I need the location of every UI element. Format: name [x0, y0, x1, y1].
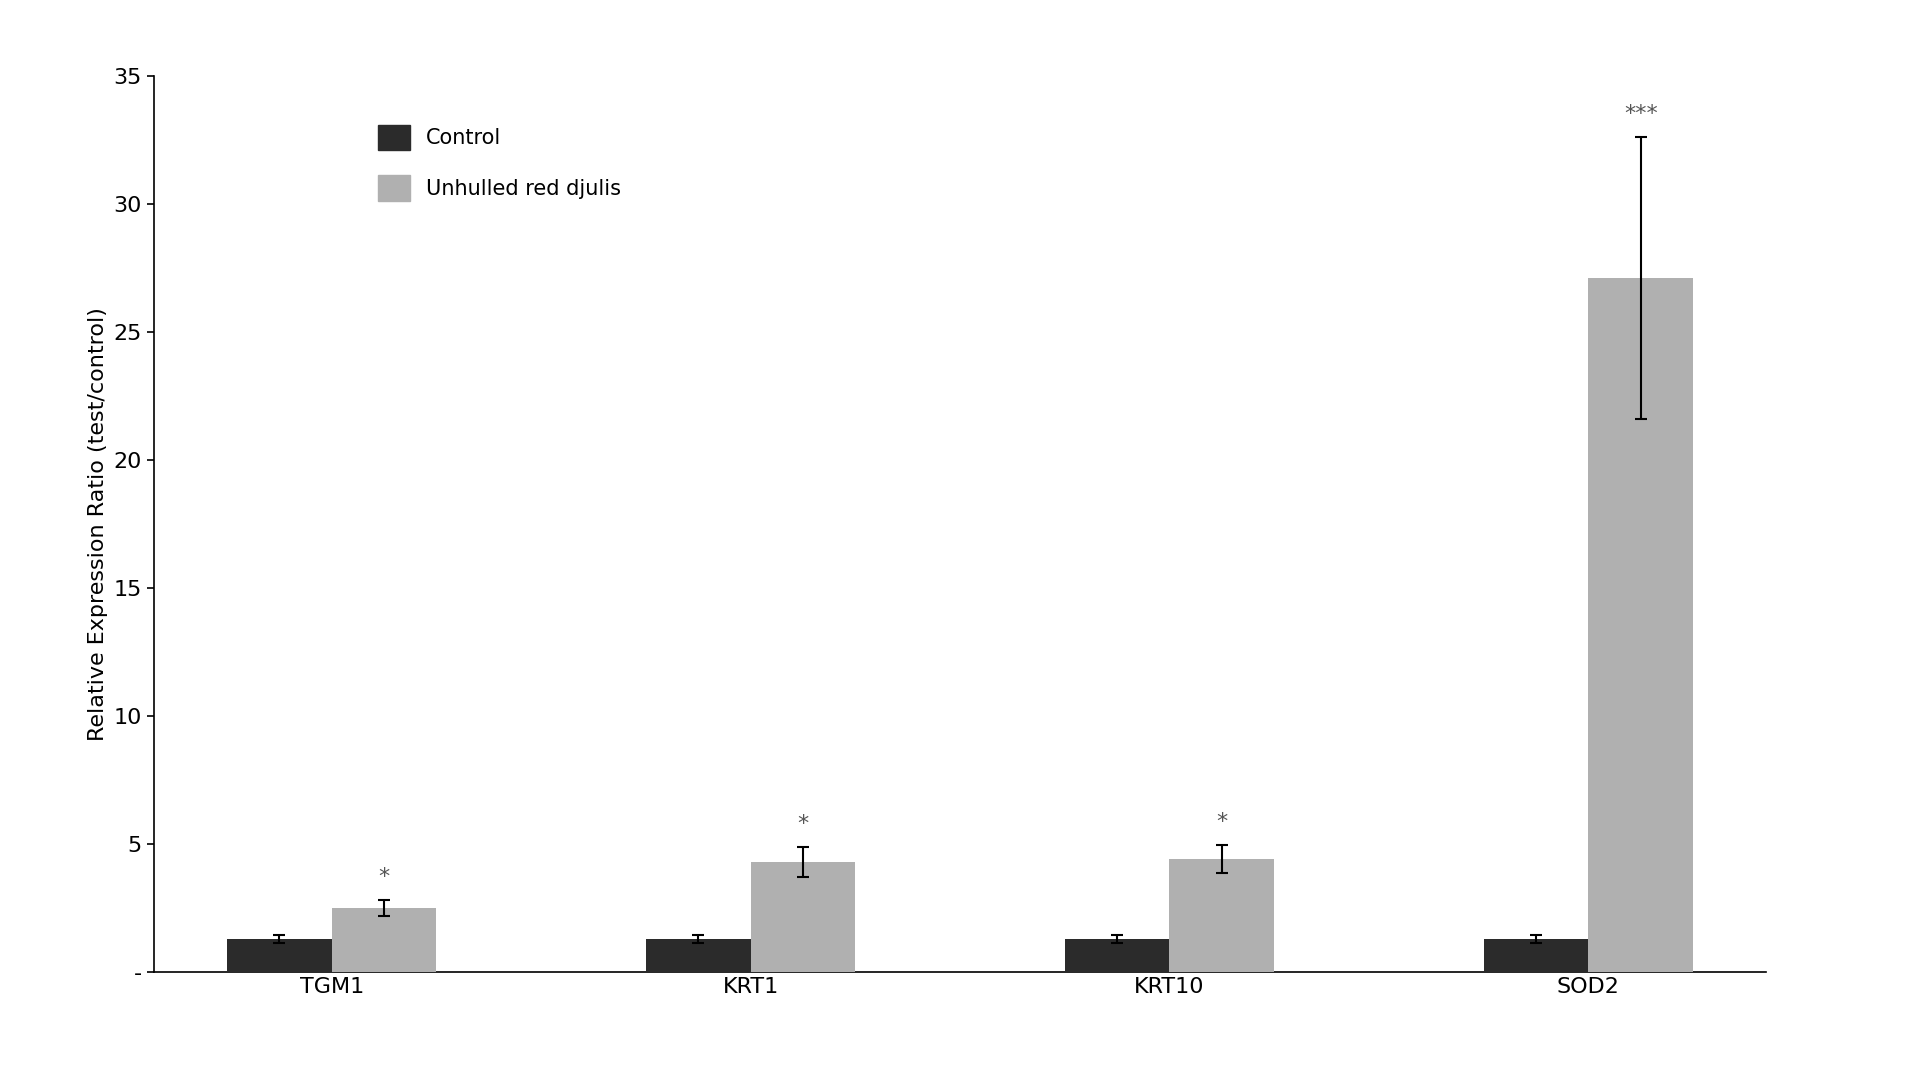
- Y-axis label: Relative Expression Ratio (test/control): Relative Expression Ratio (test/control): [88, 307, 108, 741]
- Bar: [751, 862, 854, 972]
- Bar: [645, 939, 751, 972]
- Text: ***: ***: [1624, 105, 1657, 124]
- Bar: [227, 939, 332, 972]
- Legend: Control, Unhulled red djulis: Control, Unhulled red djulis: [357, 104, 641, 221]
- Bar: [1484, 939, 1588, 972]
- Bar: [332, 908, 436, 972]
- Text: *: *: [797, 813, 808, 834]
- Bar: [1588, 278, 1693, 972]
- Bar: [1066, 939, 1169, 972]
- Text: *: *: [1215, 812, 1227, 833]
- Text: *: *: [378, 867, 390, 888]
- Bar: [1169, 860, 1275, 972]
